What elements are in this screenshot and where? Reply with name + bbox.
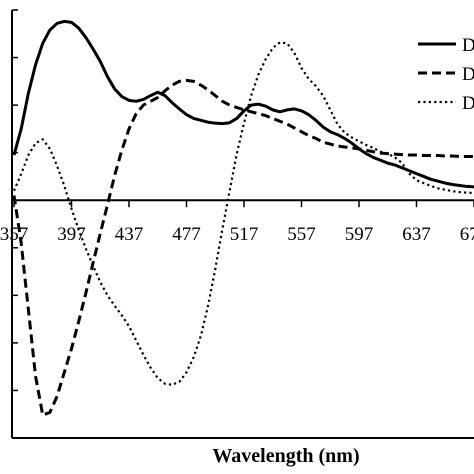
x-axis-title: Wavelength (nm) <box>212 445 359 467</box>
x-tick-label: 357 <box>0 224 28 245</box>
legend: DDD <box>418 35 474 114</box>
x-tick-label: 557 <box>287 224 316 245</box>
x-tick-label: 677 <box>460 224 474 245</box>
x-axis-ticks <box>13 200 474 208</box>
x-tick-label: 397 <box>57 224 86 245</box>
x-tick-label: 517 <box>230 224 259 245</box>
legend-label: D <box>462 35 474 56</box>
x-tick-label: 477 <box>172 224 201 245</box>
legend-label: D <box>462 64 474 85</box>
y-axis-ticks <box>12 9 18 439</box>
x-tick-label: 637 <box>402 224 431 245</box>
series-line-dashed <box>12 78 474 417</box>
plot-lines <box>12 19 474 417</box>
series-line-solid <box>12 19 474 189</box>
x-tick-label: 597 <box>345 224 374 245</box>
x-tick-label: 437 <box>115 224 144 245</box>
series-line-dotted <box>12 41 474 386</box>
x-tick-labels: 357 397 437 477 517 557 597 637 677 <box>0 224 474 245</box>
legend-label: D <box>462 93 474 114</box>
